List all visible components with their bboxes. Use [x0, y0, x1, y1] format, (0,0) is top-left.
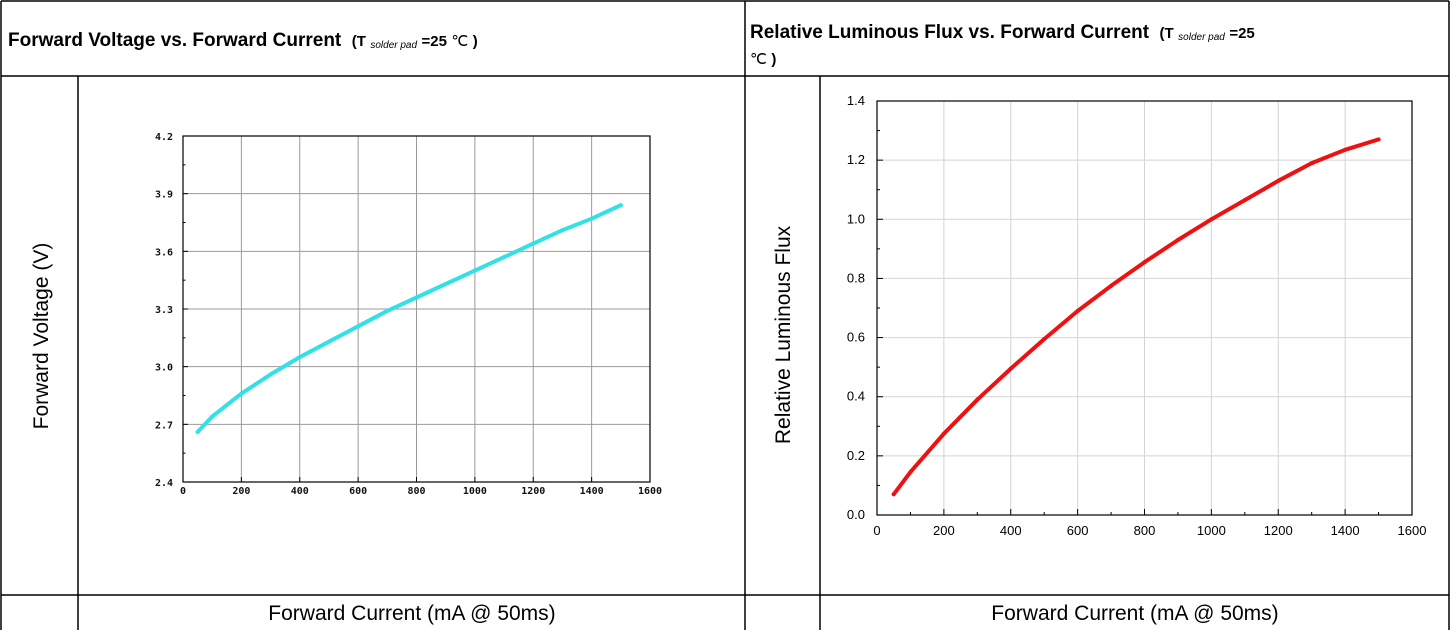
- fv-data-point-15: [589, 216, 594, 221]
- flux-x-tick-label-2: 400: [1000, 523, 1022, 538]
- fv-x-tick-label-3: 600: [349, 486, 367, 497]
- flux-y-tick-label-6: 1.2: [847, 152, 865, 167]
- relative-flux-chart: 0 200 400 600 800 1000 1200 1400 1600 0.0 0.2 0.4 0.…: [847, 93, 1427, 538]
- flux-x-tick-label-1: 200: [933, 523, 955, 538]
- flux-x-tick-label-7: 1400: [1331, 523, 1360, 538]
- forward-voltage-chart: 0 200 400 600 800 1000 1200 1400 1600 2.4 2.7 3.0 3.…: [155, 132, 662, 497]
- fv-x-tick-label-1: 200: [232, 486, 250, 497]
- fv-data-point-5: [297, 355, 302, 360]
- fv-x-tick-label-5: 1000: [463, 486, 487, 497]
- fv-x-tick-label-4: 800: [407, 486, 425, 497]
- flux-y-tick-label-3: 0.6: [847, 330, 865, 345]
- left-title-cond-close: ): [473, 33, 478, 50]
- right-title-cond-value: =25: [1229, 25, 1254, 42]
- flux-series-line-0: [891, 137, 1381, 497]
- fv-data-point-9: [414, 295, 419, 300]
- flux-data-point-8: [1142, 260, 1147, 265]
- fv-y-tick-label-2: 3.0: [155, 363, 173, 374]
- flux-data-point-10: [1209, 217, 1214, 222]
- left-title-cond-open: (T: [352, 33, 366, 50]
- fv-data-point-16: [618, 203, 623, 208]
- fv-series-line-0: [195, 203, 623, 434]
- right-title-cond-unit: ℃: [750, 51, 767, 68]
- right-y-axis-caption: Relative Luminous Flux: [772, 225, 795, 444]
- fv-x-tick-label-0: 0: [180, 486, 186, 497]
- right-chart-title-line2: ℃ ): [750, 51, 776, 68]
- left-title-cond-value: =25: [422, 33, 447, 50]
- left-y-axis-caption: Forward Voltage (V): [30, 243, 53, 430]
- fv-data-point-4: [268, 372, 273, 377]
- fv-data-point-11: [472, 268, 477, 273]
- fv-y-tick-label-4: 3.6: [155, 247, 173, 258]
- fv-data-point-10: [443, 282, 448, 287]
- flux-data-point-15: [1376, 137, 1381, 142]
- fv-y-tick-label-5: 3.9: [155, 190, 173, 201]
- flux-y-tick-label-1: 0.2: [847, 448, 865, 463]
- fv-y-tick-label-0: 2.4: [155, 478, 173, 489]
- flux-y-tick-label-0: 0.0: [847, 507, 865, 522]
- flux-data-point-7: [1109, 283, 1114, 288]
- right-title-cond-open: (T: [1160, 25, 1174, 42]
- flux-data-point-11: [1242, 198, 1247, 203]
- flux-x-tick-label-8: 1600: [1398, 523, 1427, 538]
- fv-y-tick-label-1: 2.7: [155, 420, 173, 431]
- fv-data-point-2: [224, 403, 229, 408]
- flux-data-point-3: [975, 397, 980, 402]
- fv-data-point-7: [356, 324, 361, 329]
- left-x-axis-caption: Forward Current (mA @ 50ms): [268, 602, 555, 625]
- flux-x-tick-label-4: 800: [1134, 523, 1156, 538]
- flux-data-point-9: [1175, 237, 1180, 242]
- flux-x-tick-label-5: 1000: [1197, 523, 1226, 538]
- flux-data-point-12: [1276, 178, 1281, 183]
- flux-data-point-6: [1075, 308, 1080, 313]
- flux-y-tick-label-5: 1.0: [847, 211, 865, 226]
- fv-data-point-12: [502, 255, 507, 260]
- right-chart-title: Relative Luminous Flux vs. Forward Curre…: [750, 22, 1255, 44]
- fv-data-point-13: [531, 241, 536, 246]
- flux-x-tick-label-6: 1200: [1264, 523, 1293, 538]
- flux-x-tick-label-3: 600: [1067, 523, 1089, 538]
- right-title-cond-close: ): [771, 51, 776, 68]
- right-title-cond-sub: solder pad: [1178, 32, 1225, 43]
- fv-data-point-8: [385, 308, 390, 313]
- fv-data-point-14: [560, 228, 565, 233]
- flux-data-point-4: [1008, 366, 1013, 371]
- fv-x-tick-label-6: 1200: [521, 486, 545, 497]
- fv-x-tick-label-8: 1600: [638, 486, 662, 497]
- fv-x-tick-label-7: 1400: [580, 486, 604, 497]
- right-x-axis-caption: Forward Current (mA @ 50ms): [991, 602, 1278, 625]
- left-title-main: Forward Voltage vs. Forward Current: [8, 30, 342, 51]
- fv-y-tick-label-6: 4.2: [155, 132, 173, 143]
- fv-x-tick-label-2: 400: [291, 486, 309, 497]
- flux-data-point-1: [908, 470, 913, 475]
- fv-data-point-3: [239, 391, 244, 396]
- fv-data-point-1: [210, 414, 215, 419]
- fv-data-point-6: [326, 339, 331, 344]
- fv-y-tick-label-3: 3.3: [155, 305, 173, 316]
- left-title-cond-sub: solder pad: [370, 40, 417, 51]
- flux-data-point-0: [891, 492, 896, 497]
- flux-y-tick-label-4: 0.8: [847, 270, 865, 285]
- flux-x-tick-label-0: 0: [873, 523, 880, 538]
- flux-data-point-14: [1343, 147, 1348, 152]
- fv-data-point-0: [195, 430, 200, 435]
- flux-data-point-2: [941, 431, 946, 436]
- left-chart-title: Forward Voltage vs. Forward Current (T s…: [8, 30, 478, 52]
- right-title-main: Relative Luminous Flux vs. Forward Curre…: [750, 22, 1150, 43]
- flux-data-point-13: [1309, 161, 1314, 166]
- flux-y-tick-label-2: 0.4: [847, 389, 865, 404]
- flux-data-point-5: [1042, 337, 1047, 342]
- left-title-cond-unit: ℃: [451, 33, 468, 50]
- flux-y-tick-label-7: 1.4: [847, 93, 865, 108]
